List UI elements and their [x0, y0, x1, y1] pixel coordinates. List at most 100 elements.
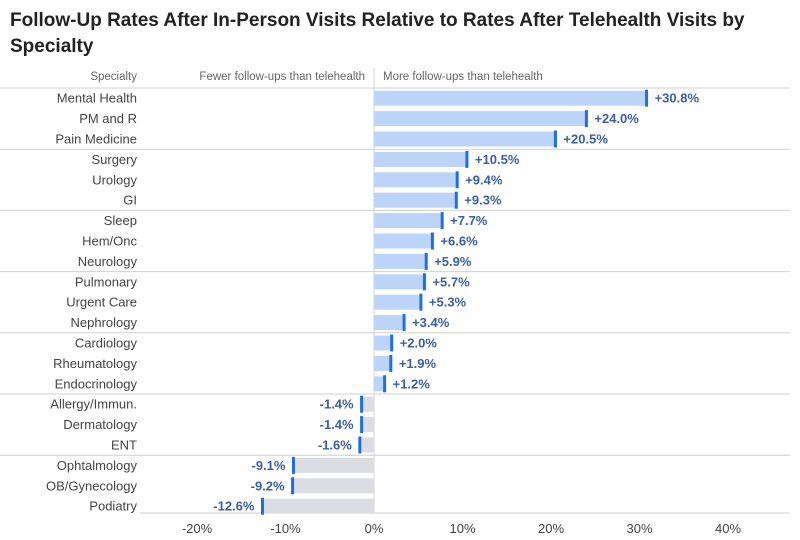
bar	[374, 355, 391, 371]
value-label: +2.0%	[400, 336, 438, 351]
value-label: +5.7%	[432, 274, 470, 289]
x-tick-label: 0%	[365, 521, 384, 536]
x-tick-label: 40%	[715, 521, 741, 536]
category-label: Nephrology	[71, 315, 138, 330]
bar-end-marker	[291, 456, 295, 474]
bar	[374, 90, 647, 106]
category-label: ENT	[111, 438, 137, 453]
category-label: Rheumatology	[53, 356, 137, 371]
bar-end-marker	[260, 497, 264, 515]
category-label: Allergy/Immun.	[50, 397, 137, 412]
value-label: +1.9%	[399, 356, 437, 371]
bar-end-marker	[358, 436, 362, 454]
x-tick-label: -20%	[182, 521, 213, 536]
category-label: Surgery	[91, 152, 137, 167]
bar-end-marker	[430, 232, 434, 250]
value-labels: +30.8% +24.0% +20.5% +10.5% +9.4% +9.3% +7.7% +…	[213, 91, 699, 514]
category-label: Endocrinology	[55, 376, 138, 391]
bar-end-marker	[465, 150, 469, 168]
bar	[374, 192, 457, 208]
value-label: +20.5%	[563, 132, 608, 147]
category-label: Podiatry	[89, 499, 137, 514]
bar-end-marker	[440, 212, 444, 230]
bar	[374, 172, 458, 188]
value-label: -9.2%	[251, 478, 285, 493]
value-label: -1.4%	[320, 397, 354, 412]
bar	[374, 131, 556, 147]
category-label: OB/Gynecology	[46, 478, 138, 493]
category-label: PM and R	[79, 111, 137, 126]
bar	[374, 315, 405, 331]
value-label: +24.0%	[594, 111, 639, 126]
bar	[374, 335, 392, 351]
bar-end-marker	[454, 191, 458, 209]
group-separators	[0, 87, 790, 514]
category-label: Sleep	[104, 213, 137, 228]
value-label: -1.4%	[320, 417, 354, 432]
bar-end-marker	[553, 130, 557, 148]
x-tick-label: -10%	[270, 521, 301, 536]
bar	[374, 253, 427, 269]
column-headers: Specialty Fewer follow-ups than teleheal…	[90, 71, 543, 83]
negative-side-header: Fewer follow-ups than telehealth	[199, 71, 365, 83]
category-label: Urgent Care	[66, 295, 137, 310]
bar	[374, 111, 587, 127]
bar-end-marker	[390, 334, 394, 352]
category-label: Cardiology	[75, 336, 138, 351]
value-label: -1.6%	[318, 438, 352, 453]
value-label: +9.4%	[465, 172, 503, 187]
category-label: Urology	[92, 172, 137, 187]
category-label: Dermatology	[63, 417, 137, 432]
bar-end-marker	[360, 395, 364, 413]
positive-side-header: More follow-ups than telehealth	[383, 71, 543, 83]
value-label: -12.6%	[213, 499, 255, 514]
bar	[374, 274, 425, 290]
bar	[361, 417, 374, 433]
value-label: +30.8%	[655, 91, 700, 106]
value-label: +7.7%	[450, 213, 488, 228]
value-label: -9.1%	[251, 458, 285, 473]
bar-end-marker	[389, 354, 393, 372]
value-label: +9.3%	[464, 193, 502, 208]
bar	[361, 396, 374, 412]
category-label: Pain Medicine	[55, 132, 137, 147]
value-label: +5.3%	[429, 295, 467, 310]
bar-end-marker	[360, 416, 364, 434]
bar	[374, 151, 467, 167]
specialty-header: Specialty	[90, 71, 137, 83]
category-label: Mental Health	[57, 91, 137, 106]
bar	[374, 233, 433, 249]
bar-end-marker	[402, 314, 406, 332]
bar-end-marker	[424, 252, 428, 270]
bar-end-marker	[422, 273, 426, 291]
bar	[374, 213, 443, 229]
value-label: +5.9%	[434, 254, 472, 269]
bar	[359, 437, 374, 453]
value-label: +6.6%	[440, 234, 478, 249]
category-label: Neurology	[78, 254, 138, 269]
value-label: +3.4%	[412, 315, 450, 330]
category-label: GI	[123, 193, 137, 208]
x-tick-label: 10%	[449, 521, 475, 536]
x-tick-label: 30%	[626, 521, 652, 536]
bar-end-marker	[645, 89, 649, 107]
x-axis-ticks: -20% -10% 0% 10% 20% 30% 40%	[182, 521, 742, 536]
category-label: Ophtalmology	[57, 458, 138, 473]
bar-end-marker	[584, 110, 588, 128]
bar-end-marker	[383, 375, 387, 393]
category-label: Pulmonary	[75, 274, 138, 289]
bar-end-marker	[291, 477, 295, 495]
chart-title: Follow-Up Rates After In-Person Visits R…	[10, 10, 745, 57]
value-label: +1.2%	[393, 376, 431, 391]
x-tick-label: 20%	[538, 521, 564, 536]
bars	[260, 89, 649, 515]
bar	[292, 478, 374, 494]
bar-end-marker	[455, 171, 459, 189]
value-label: +10.5%	[475, 152, 520, 167]
bar	[293, 457, 374, 473]
bar-end-marker	[419, 293, 423, 311]
category-labels: Mental Health PM and R Pain Medicine Surger…	[46, 91, 138, 514]
bar	[374, 294, 421, 310]
category-label: Hem/Onc	[82, 234, 137, 249]
